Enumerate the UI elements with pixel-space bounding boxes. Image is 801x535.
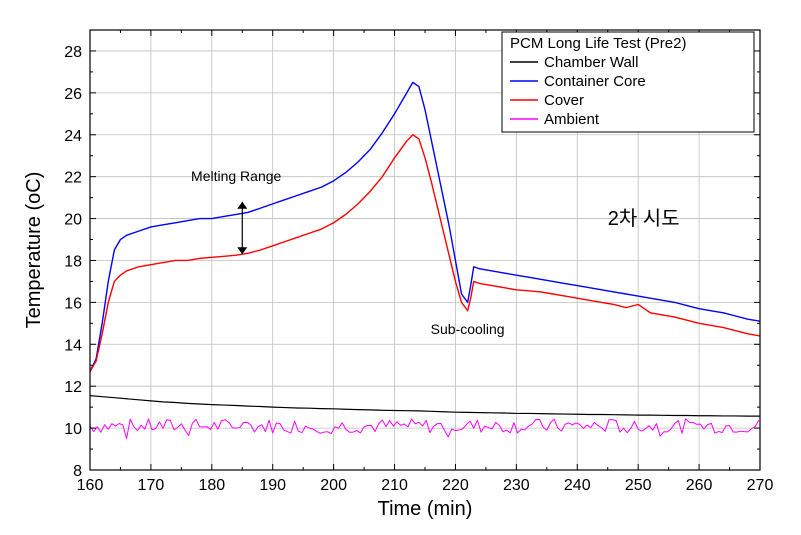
x-tick-label: 220	[442, 477, 469, 494]
y-tick-label: 26	[64, 86, 82, 103]
y-tick-label: 10	[64, 421, 82, 438]
x-tick-label: 210	[381, 477, 408, 494]
annotation-text: 2차 시도	[608, 207, 680, 230]
x-tick-label: 170	[138, 477, 165, 494]
annotation-text: Sub-cooling	[431, 321, 505, 337]
legend-title: PCM Long Life Test (Pre2)	[510, 35, 686, 52]
x-tick-label: 240	[564, 477, 591, 494]
chart-container: 1601701801902002102202302402502602708101…	[0, 0, 801, 535]
y-tick-label: 14	[64, 337, 82, 354]
y-tick-label: 28	[64, 44, 82, 61]
legend-item-label: Cover	[544, 92, 584, 109]
x-tick-label: 180	[198, 477, 225, 494]
x-tick-label: 260	[686, 477, 713, 494]
legend-item-label: Container Core	[544, 73, 646, 90]
annotation-text: Melting Range	[191, 168, 281, 184]
legend-item-label: Chamber Wall	[544, 54, 638, 71]
y-tick-label: 8	[73, 463, 82, 480]
y-tick-label: 12	[64, 379, 82, 396]
y-tick-label: 24	[64, 128, 82, 145]
x-tick-label: 200	[320, 477, 347, 494]
x-tick-label: 270	[747, 477, 774, 494]
y-tick-label: 22	[64, 170, 82, 187]
y-tick-label: 20	[64, 212, 82, 229]
x-tick-label: 190	[259, 477, 286, 494]
y-tick-label: 18	[64, 253, 82, 270]
legend-item-label: Ambient	[544, 111, 600, 128]
y-tick-label: 16	[64, 295, 82, 312]
y-axis-label: Temperature (oC)	[23, 172, 45, 329]
line-chart: 1601701801902002102202302402502602708101…	[0, 0, 801, 535]
x-axis-label: Time (min)	[378, 498, 473, 520]
x-tick-label: 250	[625, 477, 652, 494]
x-tick-label: 230	[503, 477, 530, 494]
